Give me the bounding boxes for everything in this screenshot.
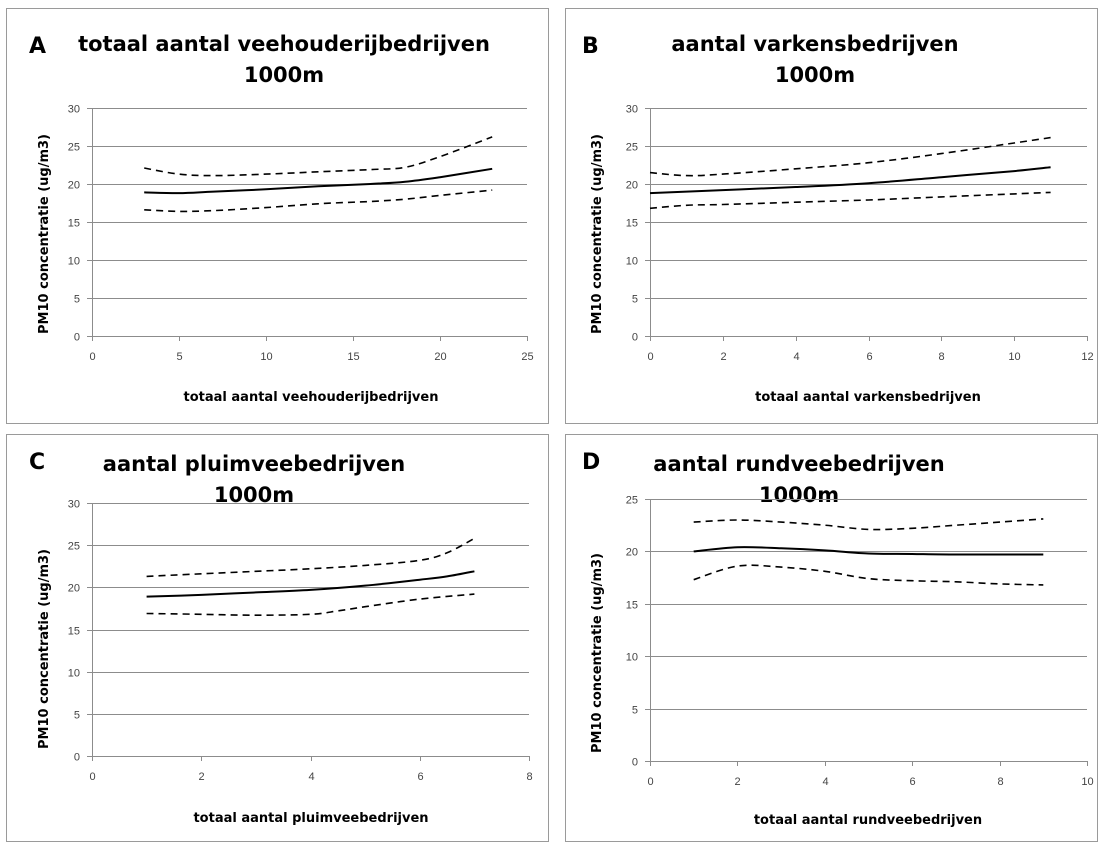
chart-b-title-line-2: 1000m [775,63,855,87]
chart-b-estimate-line [649,166,1051,195]
chart-b-y-tick-label: 5 [632,294,638,306]
chart-a-svg: A totaal aantal veehouderijbedrijven 100… [29,32,534,405]
chart-d-lower-bound-line [693,564,1044,586]
chart-b-x-tick-label: 10 [1008,351,1020,363]
chart-d-plot-area: 0 5 10 15 20 25 0 2 4 6 8 10 [626,495,1094,789]
chart-d-estimate-line [693,546,1044,556]
chart-b-y-tick-label: 30 [626,104,638,116]
panel-letter-d: D [582,450,600,475]
chart-b-y-tick-label: 20 [626,180,638,192]
chart-a-y-tick-label: 25 [68,142,80,154]
chart-panel-d: D aantal rundveebedrijven 1000m 0 5 10 15 20… [565,434,1098,842]
chart-a-title-line-2: 1000m [244,63,324,87]
chart-b-x-tick-label: 6 [866,351,872,363]
chart-a-x-tick-label: 20 [434,351,446,363]
chart-d-x-axis-title: totaal aantal rundveebedrijven [754,813,982,828]
chart-a-y-tick-label: 10 [68,256,80,268]
chart-d-x-tick-label: 0 [647,776,653,788]
chart-d-title-line-2: 1000m [759,483,839,507]
chart-b-y-tick-label: 15 [626,218,638,230]
chart-c-x-tick-label: 8 [526,771,532,783]
chart-c-plot-area: 0 5 10 15 20 25 30 0 2 4 6 8 [68,499,533,784]
chart-a-x-tick-label: 5 [176,351,182,363]
chart-c-x-tick-label: 4 [308,771,314,783]
chart-c-y-tick-label: 20 [68,583,80,595]
chart-a-lower-bound-line [144,189,493,213]
chart-a-title-line-1: totaal aantal veehouderijbedrijven [78,32,490,56]
chart-a-y-axis-title: PM10 concentratie (ug/m3) [37,134,52,334]
chart-b-y-axis-title: PM10 concentratie (ug/m3) [590,134,605,334]
chart-d-y-tick-label: 5 [632,705,638,717]
chart-a-upper-bound-line [144,136,493,177]
chart-a-y-tick-label: 30 [68,104,80,116]
chart-d-svg: D aantal rundveebedrijven 1000m 05101520… [582,450,1094,828]
chart-c-upper-bound-line [146,537,475,578]
chart-c-y-tick-label: 30 [68,499,80,511]
chart-c-y-axis-title: PM10 concentratie (ug/m3) [37,549,52,749]
chart-c-x-axis-title: totaal aantal pluimveebedrijven [193,811,428,826]
chart-b-y-tick-label: 10 [626,256,638,268]
chart-c-x-tick-label: 2 [198,771,204,783]
chart-a-y-tick-label: 5 [74,294,80,306]
chart-a-x-tick-label: 0 [89,351,95,363]
chart-d-y-tick-label: 15 [626,600,638,612]
chart-b-x-tick-label: 12 [1081,351,1093,363]
chart-b-x-tick-label: 4 [793,351,799,363]
chart-c-y-tick-label: 10 [68,668,80,680]
chart-c-x-tick-label: 0 [89,771,95,783]
chart-c-title-line-1: aantal pluimveebedrijven [103,452,405,476]
chart-b-x-tick-label: 8 [938,351,944,363]
chart-c-x-tick-label: 6 [417,771,423,783]
chart-b-y-tick-label: 0 [632,332,638,344]
chart-c-y-tick-label: 0 [74,752,80,764]
chart-d-x-tick-label: 10 [1081,776,1093,788]
chart-d-y-tick-label: 25 [626,495,638,507]
chart-a-y-tick-label: 0 [74,332,80,344]
panel-letter-a: A [29,34,46,59]
chart-d-y-tick-label: 20 [626,547,638,559]
chart-a-y-tick-label: 20 [68,180,80,192]
chart-a-y-tick-label: 15 [68,218,80,230]
chart-d-y-tick-label: 10 [626,652,638,664]
chart-c-y-tick-label: 15 [68,626,80,638]
chart-d-upper-bound-line [693,518,1044,531]
chart-d-x-tick-label: 4 [822,776,828,788]
chart-b-y-tick-label: 25 [626,142,638,154]
chart-c-lower-bound-line [146,593,475,617]
chart-d-y-tick-label: 0 [632,757,638,769]
chart-d-x-tick-label: 2 [734,776,740,788]
panel-letter-b: B [582,34,599,59]
chart-d-title-line-1: aantal rundveebedrijven [653,452,944,476]
chart-d-y-axis-title: PM10 concentratie (ug/m3) [590,553,605,753]
chart-d-x-tick-label: 6 [909,776,915,788]
chart-b-title-line-1: aantal varkensbedrijven [671,32,958,56]
chart-a-plot-area: 0 5 10 15 20 25 30 0 5 10 15 20 25 [68,104,534,364]
chart-b-svg: B aantal varkensbedrijven 1000m 05101520… [582,32,1094,405]
chart-a-x-tick-label: 15 [347,351,359,363]
panel-letter-c: C [29,450,45,475]
chart-b-upper-bound-line [649,136,1051,177]
chart-b-lower-bound-line [649,191,1051,210]
chart-b-plot-area: 0 5 10 15 20 25 30 0 2 4 6 8 10 12 [626,104,1094,364]
chart-c-svg: C aantal pluimveebedrijven 1000m 0510152… [29,450,533,826]
chart-a-x-tick-label: 10 [260,351,272,363]
chart-b-x-tick-label: 0 [647,351,653,363]
chart-c-y-tick-label: 5 [74,710,80,722]
chart-b-x-tick-label: 2 [720,351,726,363]
chart-a-x-axis-title: totaal aantal veehouderijbedrijven [184,390,439,405]
chart-c-y-tick-label: 25 [68,541,80,553]
chart-panel-b: B aantal varkensbedrijven 1000m 0 5 10 15 20… [565,8,1098,424]
chart-b-x-axis-title: totaal aantal varkensbedrijven [755,390,981,405]
chart-d-x-tick-label: 8 [997,776,1003,788]
chart-a-x-tick-label: 25 [521,351,533,363]
chart-c-estimate-line [146,570,475,598]
chart-panel-c: C aantal pluimveebedrijven 1000m 0 5 10 15 2… [6,434,549,842]
chart-a-estimate-line [144,167,493,195]
chart-panel-a: A totaal aantal veehouderijbedrijven 100… [6,8,549,424]
